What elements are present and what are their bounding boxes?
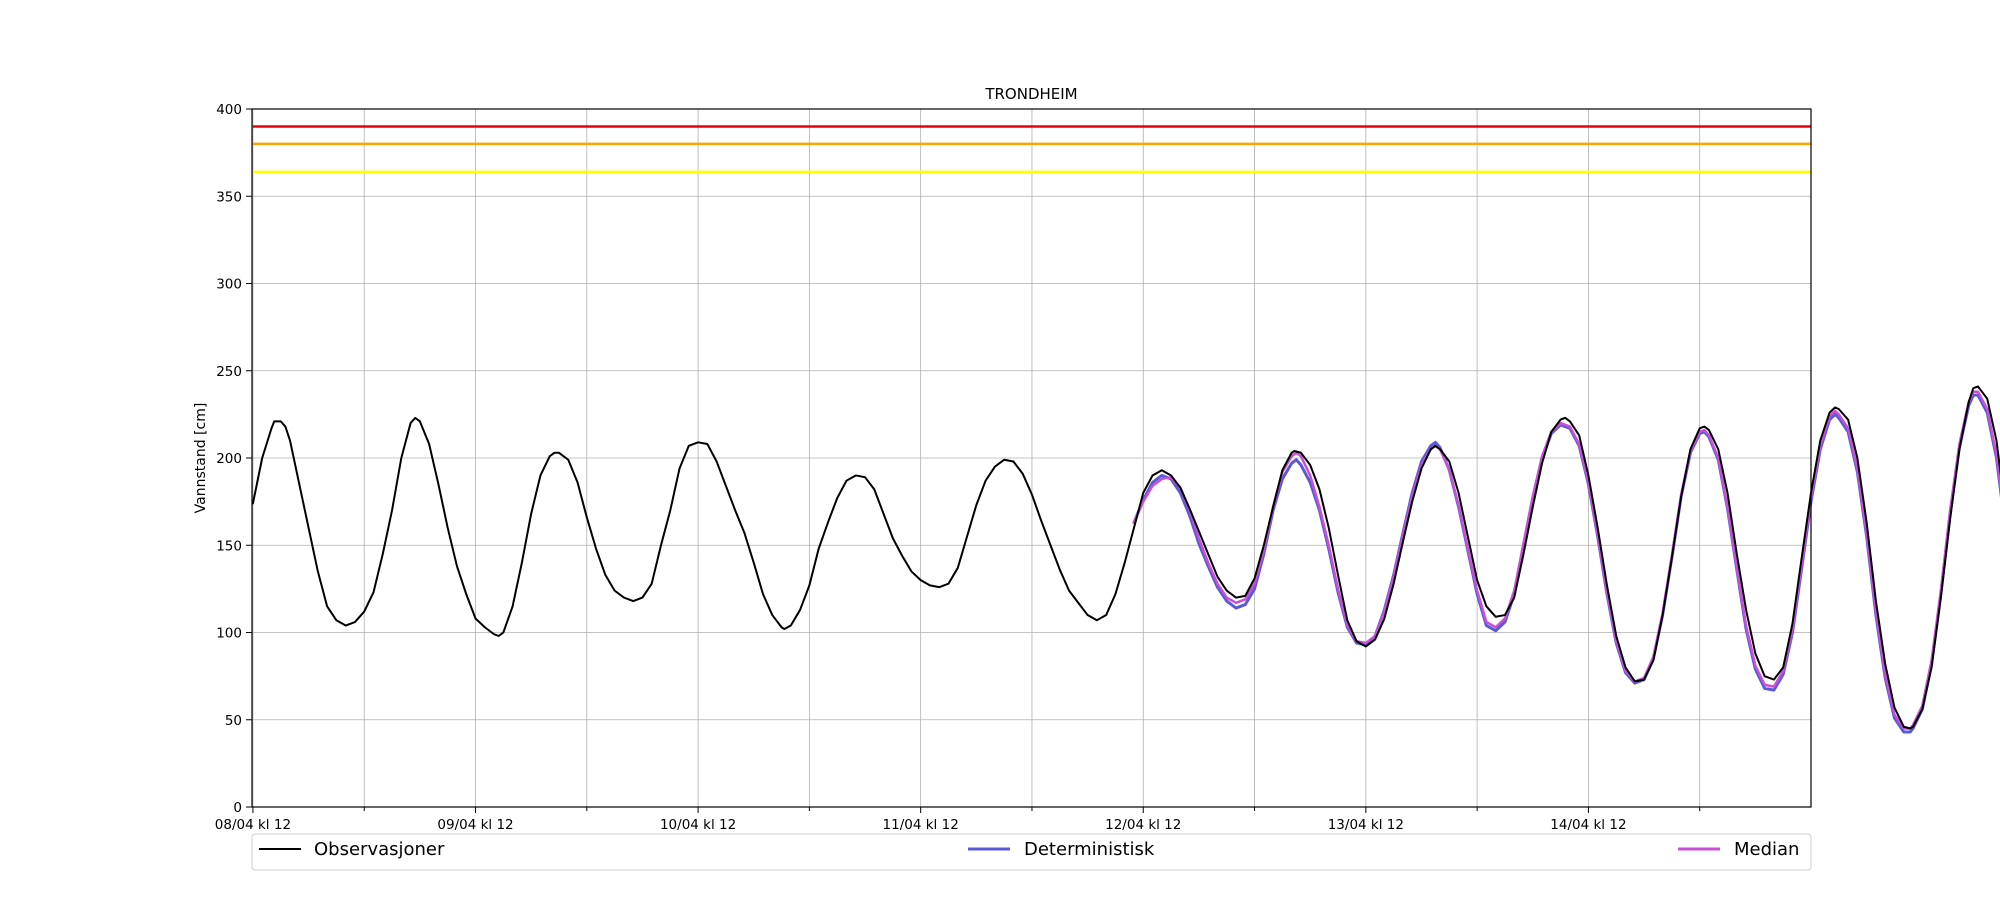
series-lines: [251, 385, 2000, 734]
legend-frame: [251, 833, 1812, 871]
y-tick-label-50: 50: [225, 713, 242, 729]
x-tick-label-14-04-kl-12: 14/04 kl 12: [1550, 817, 1626, 833]
series-line-observasjoner: [251, 385, 2000, 730]
y-tick-label-350: 350: [216, 189, 242, 205]
chart-title: TRONDHEIM: [984, 85, 1077, 103]
x-tick-label-09-04-kl-12: 09/04 kl 12: [437, 817, 513, 833]
x-tick-label-08-04-kl-12: 08/04 kl 12: [215, 817, 291, 833]
x-tick-label-10-04-kl-12: 10/04 kl 12: [660, 817, 736, 833]
y-axis: 0 50 100 150 200 250 300 350 400: [216, 102, 252, 816]
y-tick-label-150: 150: [216, 538, 242, 554]
legend: Observasjoner Deterministisk Median: [251, 833, 1812, 871]
y-tick-label-250: 250: [216, 364, 242, 380]
y-tick-label-200: 200: [216, 451, 242, 467]
x-tick-label-13-04-kl-12: 13/04 kl 12: [1328, 817, 1404, 833]
y-axis-label: Vannstand [cm]: [193, 403, 209, 514]
y-tick-label-100: 100: [216, 626, 242, 642]
legend-label-observasjoner: Observasjoner: [314, 839, 445, 860]
x-tick-label-12-04-kl-12: 12/04 kl 12: [1105, 817, 1181, 833]
x-tick-label-11-04-kl-12: 11/04 kl 12: [883, 817, 959, 833]
legend-label-deterministisk: Deterministisk: [1024, 839, 1155, 860]
threshold-lines: [252, 125, 1811, 174]
grid: [252, 108, 1811, 808]
y-tick-label-400: 400: [216, 102, 242, 118]
x-axis: 08/04 kl 12 09/04 kl 12 10/04 kl 12 11/04 k…: [215, 807, 1701, 833]
legend-label-median: Median: [1734, 839, 1799, 860]
y-tick-label-300: 300: [216, 277, 242, 293]
y-tick-label-0: 0: [233, 800, 242, 816]
